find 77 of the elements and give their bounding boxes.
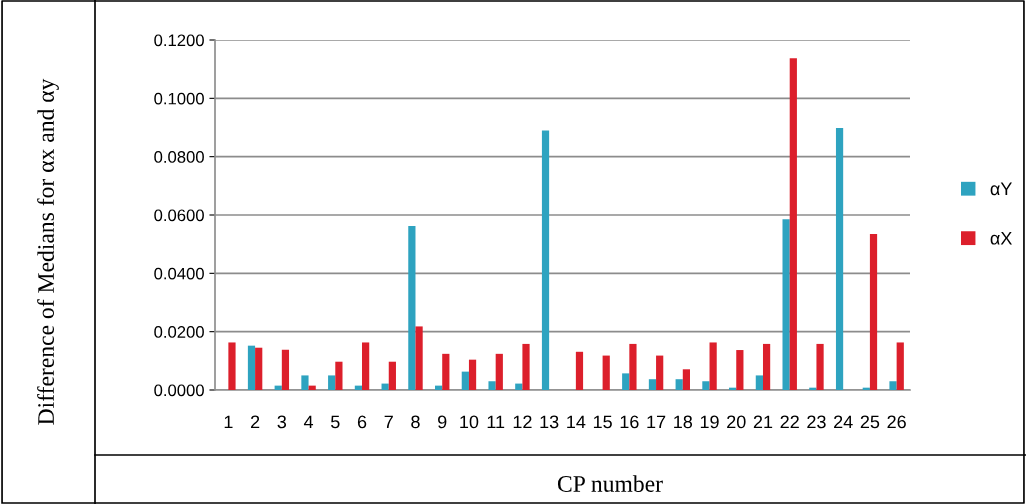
y-tick-label: 0.0000 [154,384,204,397]
x-tick-label: 3 [277,415,287,429]
bar [835,128,844,390]
bar [702,381,710,390]
x-tick-label: 12 [513,415,532,429]
bar [896,342,904,390]
bar [415,326,423,390]
x-tick-label: 2 [250,415,260,429]
bar [762,343,771,390]
bar [629,343,637,390]
bar [755,375,763,390]
x-tick-label: 5 [330,415,340,429]
x-tick-label: 9 [438,415,447,429]
bar [709,342,717,390]
bar [648,379,657,390]
y-tick-label: 0.0200 [154,326,204,338]
y-tick-label: 0.0400 [154,267,204,280]
x-axis-title: CP number [557,475,663,492]
legend-label: αY [990,182,1012,196]
x-tick-label: 19 [700,415,719,429]
x-tick-label: 24 [834,415,853,429]
y-tick-label: 0.1200 [154,34,204,47]
bar [495,353,503,390]
x-tick-label: 15 [593,415,612,429]
x-tick-label: 23 [807,415,826,429]
x-tick-label: 10 [460,415,479,429]
x-tick-label: 1 [224,415,233,429]
bar [328,375,336,390]
y-tick-label: 0.0600 [154,209,204,222]
x-tick-label: 18 [674,415,693,429]
x-tick-label: 8 [411,415,420,429]
bar [488,381,496,390]
bar [889,381,897,390]
bar [381,383,389,390]
bar [622,373,630,390]
y-tick-label: 0.1000 [154,92,204,105]
bar [656,355,664,390]
bar [228,342,236,390]
x-tick-label: 16 [620,415,639,429]
bar [301,375,309,390]
bar [442,353,450,390]
bar [602,355,610,390]
x-tick-label: 6 [357,415,367,429]
x-tick-label: 20 [727,415,746,429]
bar [335,361,343,390]
bar [247,345,256,390]
bar [682,369,691,390]
bar [575,351,584,390]
bar [461,371,469,390]
legend-label: αX [990,232,1012,245]
x-tick-label: 7 [384,415,393,429]
bar [782,219,790,390]
x-tick-label: 11 [487,415,505,429]
bar [816,343,824,390]
bar [869,233,878,390]
bar [515,383,523,390]
bar [255,347,263,390]
y-tick-label: 0.0800 [154,151,204,163]
bar [736,350,744,390]
y-axis-title: Difference of Medians for αx and αy [37,78,59,425]
bar [468,359,477,390]
bar [675,379,683,390]
x-tick-label: 13 [540,415,559,429]
x-tick-label: 22 [780,415,799,429]
bar [362,342,370,390]
bar [388,361,396,390]
bar [522,343,530,390]
x-tick-label: 4 [303,415,314,429]
x-tick-label: 25 [860,415,880,429]
x-tick-label: 26 [887,415,906,429]
bar [789,58,797,390]
bar [541,130,550,390]
bar [281,349,290,390]
x-tick-label: 17 [647,415,666,429]
bar [408,226,416,390]
x-tick-label: 14 [567,415,586,429]
x-tick-label: 21 [753,415,773,429]
